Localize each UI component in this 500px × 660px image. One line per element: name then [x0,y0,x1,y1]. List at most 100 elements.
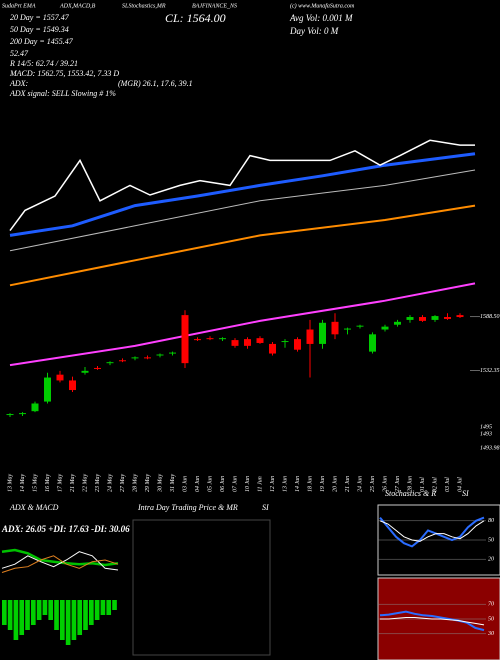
info-text: 200 Day = 1455.47 [10,37,74,46]
header-text: SudaPrt EMA [2,3,36,9]
ma-line [9,152,476,237]
info-text: R 14/5: 62.74 / 39.21 [9,59,78,68]
x-tick-label: 17 May [57,474,63,492]
x-tick-label: 24 May [106,474,113,492]
ma-line [9,282,476,367]
x-tick-label: 21 Jun [345,476,351,492]
x-tick-label: 19 Jun [320,476,326,492]
macd-bar [36,600,42,620]
info-text: MACD: 1562.75, 1553.42, 7.33 D [9,69,119,78]
x-tick-label: 28 May [132,474,138,492]
y-tick-label: 50 [488,616,494,622]
macd-bar [7,600,13,630]
candle-body [256,338,264,343]
macd-bar [60,600,65,640]
header-text: (c) www.MunafaSutra.com [290,2,355,9]
osc-line [379,516,485,548]
macd-bar [19,600,25,635]
x-tick-label: 07 Jun [232,476,238,492]
header-text: SLStochastics,MR [122,3,166,9]
panel-title: Stochastics & R [385,489,436,498]
info-text: (MGR) 26.1, 17.6, 39.1 [118,79,193,88]
macd-bar [42,600,48,615]
x-tick-label: 31 May [170,474,176,493]
adx-line [1,548,119,567]
price-note: 1493 [480,430,492,437]
x-tick-label: 26 Jun [382,476,388,492]
candle-body [156,354,164,356]
candle-body [119,360,126,362]
x-tick-label: 29 May [145,474,151,492]
x-tick-label: 25 Jun [370,476,376,492]
info-text: ADX signal: SELL Slowing # 1% [9,89,116,98]
panel-title: SI [262,503,269,512]
macd-bar [100,600,106,615]
candle-body [106,362,114,364]
candle-body [381,326,389,330]
x-tick-label: 11 Jun [257,476,263,492]
macd-bar [65,600,71,645]
osc-line [379,520,485,542]
macd-bar [71,600,77,640]
candle-body [306,329,314,344]
candle-body [344,328,351,330]
candle-body [356,325,364,327]
candle-body [281,341,289,343]
info-text: 20 Day = 1557.47 [10,13,70,22]
x-tick-label: 04 Jun [194,476,201,492]
candle-body [131,357,139,359]
macd-bar [77,600,83,635]
price-note: 1495 [480,423,492,430]
header-text: BAJFINANCE_NS [192,3,237,9]
candle-body [81,370,89,373]
x-tick-label: 03 Jun [182,476,188,492]
close-text: CL: 1564.00 [165,11,226,25]
x-tick-label: 15 May [32,474,38,492]
x-tick-label: 14 Jun [294,476,301,492]
y-tick-label: 1588.50 [480,314,500,320]
y-tick-label: 50 [488,537,494,543]
info-text: 50 Day = 1549.34 [10,25,69,34]
candle-body [169,352,176,354]
panel-title: Intra Day Trading Price & MR [137,503,238,512]
x-tick-label: 05 Jun [207,476,213,492]
x-tick-label: 06 Jun [220,476,226,492]
candle-body [444,317,451,319]
candle-body [419,317,426,321]
y-tick-label: 20 [488,557,494,563]
candle-body [244,339,251,346]
x-tick-label: 01 Jul [420,477,426,492]
panel-subtitle: ADX: 26.05 +DI: 17.63 -DI: 30.06 [1,524,130,534]
candle-body [19,413,26,415]
ma-line [9,169,476,252]
x-tick-label: 27 May [120,474,126,492]
x-tick-label: 27 Jun [395,476,401,492]
y-tick-label: 80 [488,518,494,524]
x-tick-label: 18 Jun [307,476,313,492]
info-text: ADX: [9,79,29,88]
x-tick-label: 21 May [70,474,76,492]
x-tick-label: 22 May [82,474,88,492]
candle-body [456,315,464,318]
candle-body [406,317,414,320]
x-tick-label: 13 Jun [282,476,288,492]
macd-bar [54,600,59,630]
y-tick-label: 30 [487,631,494,637]
candle-body [31,403,39,412]
adx-line [1,555,119,573]
adx-line [1,551,119,571]
candle-body [269,343,276,354]
info-text: 52.47 [10,49,29,58]
candle-body [69,380,76,391]
macd-bar [106,600,112,615]
price-note: 1493.98 [480,444,500,451]
info-text: Avg Vol: 0.001 M [289,13,353,23]
macd-bar [25,600,30,630]
candle-body [94,367,101,369]
info-text: Day Vol: 0 M [289,26,339,36]
x-tick-label: 02 Jul [432,477,438,492]
candle-body [181,315,189,364]
x-tick-label: 23 May [95,474,101,492]
